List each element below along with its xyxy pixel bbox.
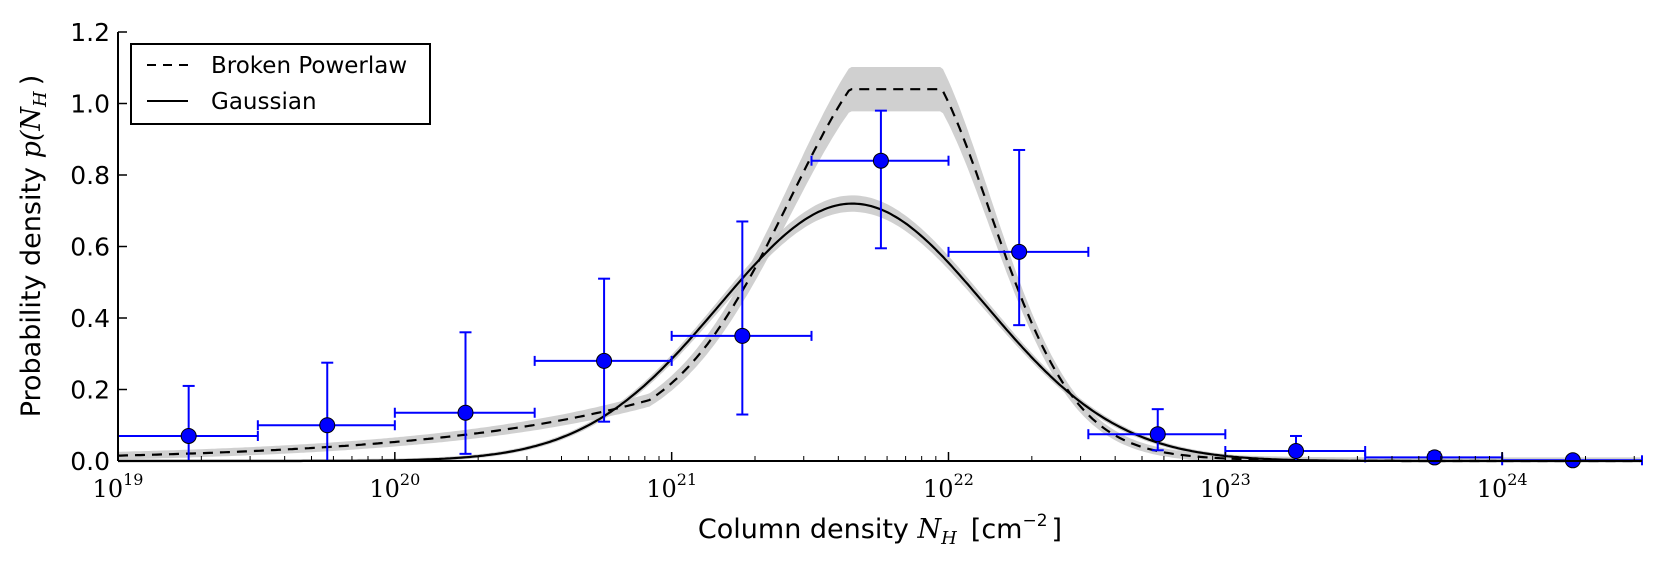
axes: 0.00.20.40.60.81.01.2 1019 1020 1021 1022 10… bbox=[70, 18, 1642, 503]
data-marker bbox=[734, 327, 751, 344]
legend-label-broken-powerlaw: Broken Powerlaw bbox=[211, 53, 407, 79]
x-tick-label: 1023 bbox=[1200, 470, 1251, 503]
confidence-bands bbox=[118, 67, 1641, 461]
legend-frame bbox=[130, 43, 431, 125]
y-tick-label: 0.6 bbox=[70, 233, 110, 262]
data-marker bbox=[1426, 449, 1443, 466]
plot-area bbox=[117, 67, 1643, 469]
data-marker bbox=[180, 427, 197, 444]
data-point bbox=[810, 109, 950, 250]
y-tick-label: 0.8 bbox=[70, 161, 110, 190]
data-point bbox=[533, 277, 673, 423]
x-tick-label: 1022 bbox=[923, 470, 974, 503]
data-point bbox=[117, 384, 259, 462]
y-tick-label: 1.0 bbox=[70, 90, 110, 119]
data-point bbox=[393, 331, 536, 455]
data-point bbox=[1087, 408, 1227, 452]
x-tick-label: 1019 bbox=[93, 470, 144, 503]
data-marker bbox=[596, 352, 613, 369]
data-point bbox=[670, 220, 813, 416]
model-curves bbox=[118, 88, 1641, 463]
y-tick-label: 0.4 bbox=[70, 304, 110, 333]
band-broken-powerlaw bbox=[118, 67, 1641, 461]
data-marker bbox=[1287, 442, 1304, 459]
data-marker bbox=[457, 404, 474, 421]
data-marker bbox=[1149, 426, 1166, 443]
legend-label-gaussian: Gaussian bbox=[211, 89, 317, 115]
band-gaussian bbox=[118, 195, 1641, 461]
x-tick-label: 1024 bbox=[1477, 470, 1528, 503]
data-marker bbox=[319, 417, 336, 434]
y-ticks: 0.0 0.2 0.4 0.6 0.8 1.0 1.2 bbox=[70, 18, 127, 476]
data-points bbox=[117, 109, 1643, 469]
x-ticks: 1019 1020 1021 1022 1023 1024 bbox=[93, 452, 1635, 503]
legend: Broken Powerlaw Gaussian bbox=[130, 43, 431, 125]
curve-gaussian bbox=[118, 202, 1641, 463]
curve-broken-powerlaw bbox=[118, 88, 1641, 463]
y-tick-label: 0.0 bbox=[70, 447, 110, 476]
x-tick-label: 1021 bbox=[646, 470, 697, 503]
data-marker bbox=[872, 152, 889, 169]
data-point bbox=[947, 148, 1090, 327]
y-tick-label: 0.2 bbox=[70, 376, 110, 405]
x-axis-label: Column density NH [cm−2] bbox=[698, 511, 1062, 549]
data-point bbox=[1364, 449, 1504, 466]
x-tick-label: 1020 bbox=[369, 470, 420, 503]
y-tick-label: 1.2 bbox=[70, 18, 110, 47]
data-marker bbox=[1011, 243, 1028, 260]
y-axis-label: Probability density p(NH) bbox=[16, 75, 51, 418]
